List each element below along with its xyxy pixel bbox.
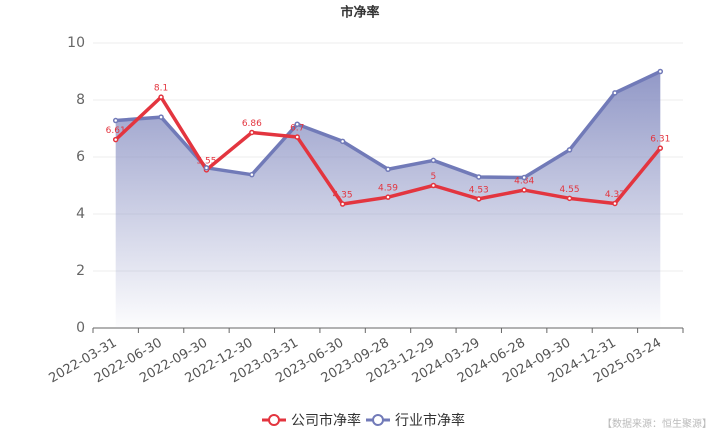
value-label: 4.35 bbox=[333, 191, 353, 201]
value-label: 5 bbox=[431, 172, 437, 182]
value-label: 5.55 bbox=[196, 156, 216, 166]
point bbox=[339, 138, 346, 145]
point bbox=[430, 182, 437, 189]
value-label: 4.59 bbox=[378, 184, 398, 194]
legend-item[interactable]: 公司市净率 bbox=[262, 412, 361, 429]
point bbox=[294, 121, 300, 127]
point bbox=[385, 166, 391, 173]
legend-icon-dot bbox=[372, 414, 384, 426]
point bbox=[476, 196, 482, 202]
y-tick-label: 10 bbox=[67, 35, 85, 51]
point bbox=[249, 129, 255, 136]
point bbox=[657, 68, 664, 75]
y-tick-label: 8 bbox=[76, 92, 85, 108]
value-label: 6.61 bbox=[106, 126, 126, 136]
y-tick-label: 0 bbox=[76, 320, 85, 336]
value-label: 4.37 bbox=[605, 190, 625, 200]
point bbox=[112, 117, 119, 124]
point bbox=[158, 114, 164, 120]
legend-icon-dot bbox=[268, 414, 280, 426]
legend-label: 行业市净率 bbox=[395, 412, 465, 429]
value-label: 6.86 bbox=[242, 119, 262, 129]
y-tick-label: 2 bbox=[76, 263, 85, 279]
point bbox=[612, 200, 618, 207]
point bbox=[294, 134, 300, 140]
value-label: 6.7 bbox=[290, 124, 304, 134]
point bbox=[612, 90, 618, 96]
point bbox=[385, 194, 391, 200]
point bbox=[476, 174, 482, 180]
y-tick-label: 6 bbox=[76, 149, 85, 165]
point bbox=[430, 157, 437, 164]
point bbox=[158, 94, 164, 100]
point bbox=[657, 145, 664, 151]
point bbox=[249, 171, 255, 178]
point bbox=[203, 165, 210, 171]
chart-title: 市净率 bbox=[340, 5, 379, 21]
point bbox=[112, 136, 119, 143]
legend-item[interactable]: 行业市净率 bbox=[366, 412, 465, 429]
value-label: 4.53 bbox=[469, 185, 489, 195]
value-label: 4.55 bbox=[560, 185, 580, 195]
y-tick-label: 4 bbox=[76, 206, 85, 222]
value-label: 4.84 bbox=[514, 177, 534, 187]
point bbox=[521, 174, 527, 181]
legend-label: 公司市净率 bbox=[291, 412, 361, 429]
value-label: 8.1 bbox=[154, 84, 168, 94]
point bbox=[566, 195, 573, 202]
point bbox=[339, 201, 346, 207]
point bbox=[521, 187, 527, 193]
source-note: 【数据来源：恒生聚源】 bbox=[602, 417, 712, 430]
value-label: 6.31 bbox=[650, 135, 670, 145]
point bbox=[566, 147, 573, 153]
